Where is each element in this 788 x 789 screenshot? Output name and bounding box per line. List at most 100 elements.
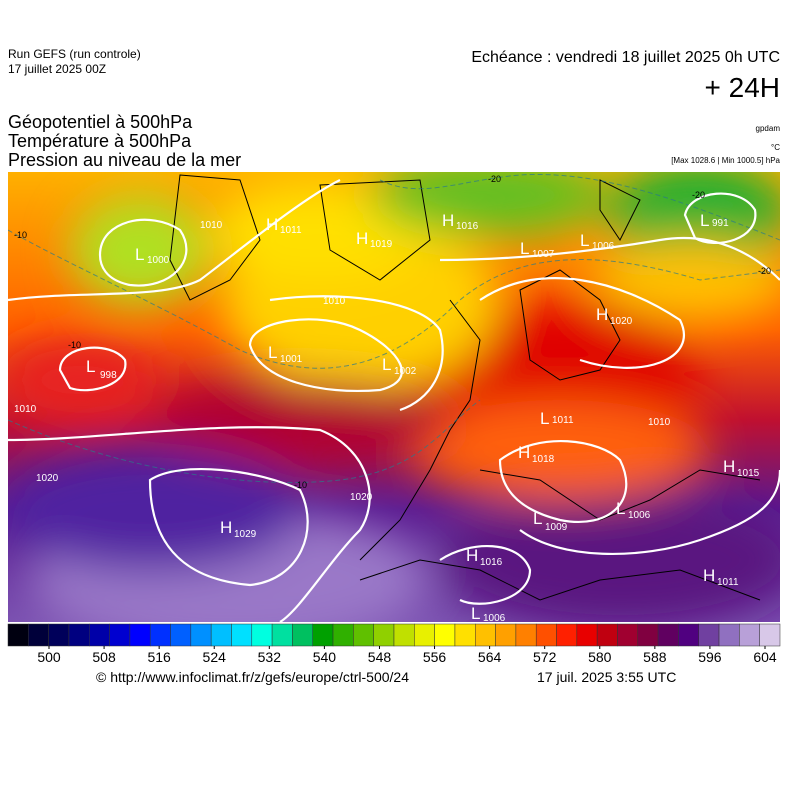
unit: °C bbox=[771, 143, 780, 152]
center-value: 1020 bbox=[610, 316, 633, 327]
run: Run GEFS (run controle) bbox=[8, 47, 141, 61]
center-value: 1001 bbox=[280, 354, 303, 365]
center-kind: L bbox=[540, 409, 549, 428]
center-value: 1011 bbox=[717, 577, 739, 588]
colorbar-swatch bbox=[556, 623, 578, 647]
center-value: 1011 bbox=[280, 225, 302, 236]
colorbar-swatch bbox=[698, 623, 720, 647]
center-value: 1018 bbox=[532, 454, 555, 465]
center-kind: H bbox=[518, 443, 530, 462]
colorbar-swatch bbox=[759, 623, 781, 647]
colorbar-swatch bbox=[89, 623, 110, 647]
center-value: 1016 bbox=[480, 557, 503, 568]
center-kind: L bbox=[533, 509, 542, 528]
colorbar-tick-label: 588 bbox=[643, 649, 667, 665]
unit: [Max 1028.6 | Min 1000.5] hPa bbox=[671, 156, 780, 165]
colorbar-tick-label: 540 bbox=[313, 649, 337, 665]
colorbar-tick-label: 516 bbox=[147, 649, 171, 665]
map bbox=[8, 172, 780, 622]
colorbar-swatch bbox=[353, 623, 374, 647]
unit: gpdam bbox=[756, 124, 781, 133]
center-kind: H bbox=[466, 546, 478, 565]
colorbar-swatch bbox=[617, 623, 639, 647]
footer-url: © http://www.infoclimat.fr/z/gefs/europe… bbox=[96, 669, 409, 685]
pressure-centers: L 1000 H 1011 H 1019 H 1016 L 1007 L 1006 L 991… bbox=[86, 211, 760, 624]
temperature-label: -20 bbox=[692, 190, 705, 200]
center-kind: L bbox=[700, 211, 709, 230]
center-value: 1000 bbox=[147, 255, 170, 266]
colorbar-swatch bbox=[454, 623, 476, 647]
isobar-label: 1020 bbox=[350, 492, 373, 503]
center-kind: H bbox=[703, 566, 715, 585]
center-value: 1002 bbox=[394, 366, 417, 377]
colorbar-tick-label: 500 bbox=[37, 649, 61, 665]
colorbar-swatch bbox=[28, 623, 49, 647]
title: Géopotentiel à 500hPa bbox=[8, 112, 193, 132]
center-kind: L bbox=[382, 355, 391, 374]
colorbar-swatch bbox=[312, 623, 334, 647]
colorbar-tick-label: 596 bbox=[698, 649, 722, 665]
colorbar-swatch bbox=[657, 623, 679, 647]
center-value: 1029 bbox=[234, 529, 257, 540]
center-value: 1019 bbox=[370, 239, 393, 250]
lead-time: + 24H bbox=[705, 72, 781, 103]
colorbar-swatch bbox=[7, 623, 29, 647]
colorbar-tick-label: 564 bbox=[478, 649, 502, 665]
center-kind: H bbox=[220, 518, 232, 537]
colorbar-swatch bbox=[515, 623, 537, 647]
temperature-label: -10 bbox=[14, 230, 27, 240]
colorbar-tick-label: 532 bbox=[258, 649, 282, 665]
colorbar-swatch bbox=[170, 623, 192, 647]
colorbar-swatch bbox=[373, 623, 395, 647]
colorbar-tick-label: 548 bbox=[368, 649, 392, 665]
colorbar-swatch bbox=[596, 623, 618, 647]
temperature-label: -20 bbox=[758, 266, 771, 276]
colorbar-swatch bbox=[109, 623, 131, 647]
colorbar-swatch bbox=[678, 623, 699, 647]
colorbar-swatch bbox=[718, 623, 740, 647]
colorbar-swatch bbox=[434, 623, 456, 647]
colorbar-tick-label: 508 bbox=[92, 649, 116, 665]
colorbar-swatch bbox=[739, 623, 760, 647]
run-date: 17 juillet 2025 00Z bbox=[8, 62, 106, 76]
footer-date: 17 juil. 2025 3:55 UTC bbox=[537, 669, 676, 685]
center-kind: L bbox=[135, 245, 144, 264]
center-kind: L bbox=[580, 231, 589, 250]
colorbar-swatch bbox=[495, 623, 517, 647]
colorbar-tick-label: 556 bbox=[423, 649, 447, 665]
center-value: 998 bbox=[100, 370, 117, 381]
temperature-label: -10 bbox=[68, 340, 81, 350]
center-value: 1006 bbox=[628, 510, 651, 521]
colorbar-swatch bbox=[68, 623, 90, 647]
temperature-label: -10 bbox=[294, 480, 307, 490]
colorbar-swatch bbox=[393, 623, 415, 647]
center-kind: L bbox=[86, 357, 95, 376]
colorbar: 500 508 516 524 532 540 548 556 564 572 580 588 596 6… bbox=[7, 623, 781, 665]
echeance: Echéance : vendredi 18 juillet 2025 0h U… bbox=[471, 49, 780, 66]
colorbar-swatch bbox=[576, 623, 598, 647]
center-value: 1007 bbox=[532, 249, 555, 260]
center-kind: H bbox=[442, 211, 454, 230]
isobar-label: 1010 bbox=[14, 404, 37, 415]
colorbar-swatch bbox=[292, 623, 313, 647]
center-kind: L bbox=[268, 343, 277, 362]
isobar-label: 1010 bbox=[323, 296, 346, 307]
colorbar-swatch bbox=[475, 623, 496, 647]
isobar-label: 1010 bbox=[200, 220, 223, 231]
colorbar-swatch bbox=[149, 623, 171, 647]
center-kind: L bbox=[471, 604, 480, 623]
center-value: 1011 bbox=[552, 415, 574, 426]
colorbar-swatch bbox=[48, 623, 70, 647]
colorbar-swatch bbox=[129, 623, 151, 647]
colorbar-tick-label: 604 bbox=[753, 649, 777, 665]
colorbar-swatch bbox=[190, 623, 212, 647]
center-value: 1016 bbox=[456, 221, 479, 232]
center-kind: H bbox=[266, 215, 278, 234]
colorbar-swatch bbox=[414, 623, 435, 647]
center-value: 991 bbox=[712, 218, 729, 229]
contour-labels: 1010 1010 1010 1010 1020 1020 -20 -20 -2… bbox=[14, 174, 771, 503]
colorbar-swatch bbox=[210, 623, 232, 647]
center-kind: H bbox=[596, 305, 608, 324]
colorbar-swatch bbox=[535, 623, 557, 647]
